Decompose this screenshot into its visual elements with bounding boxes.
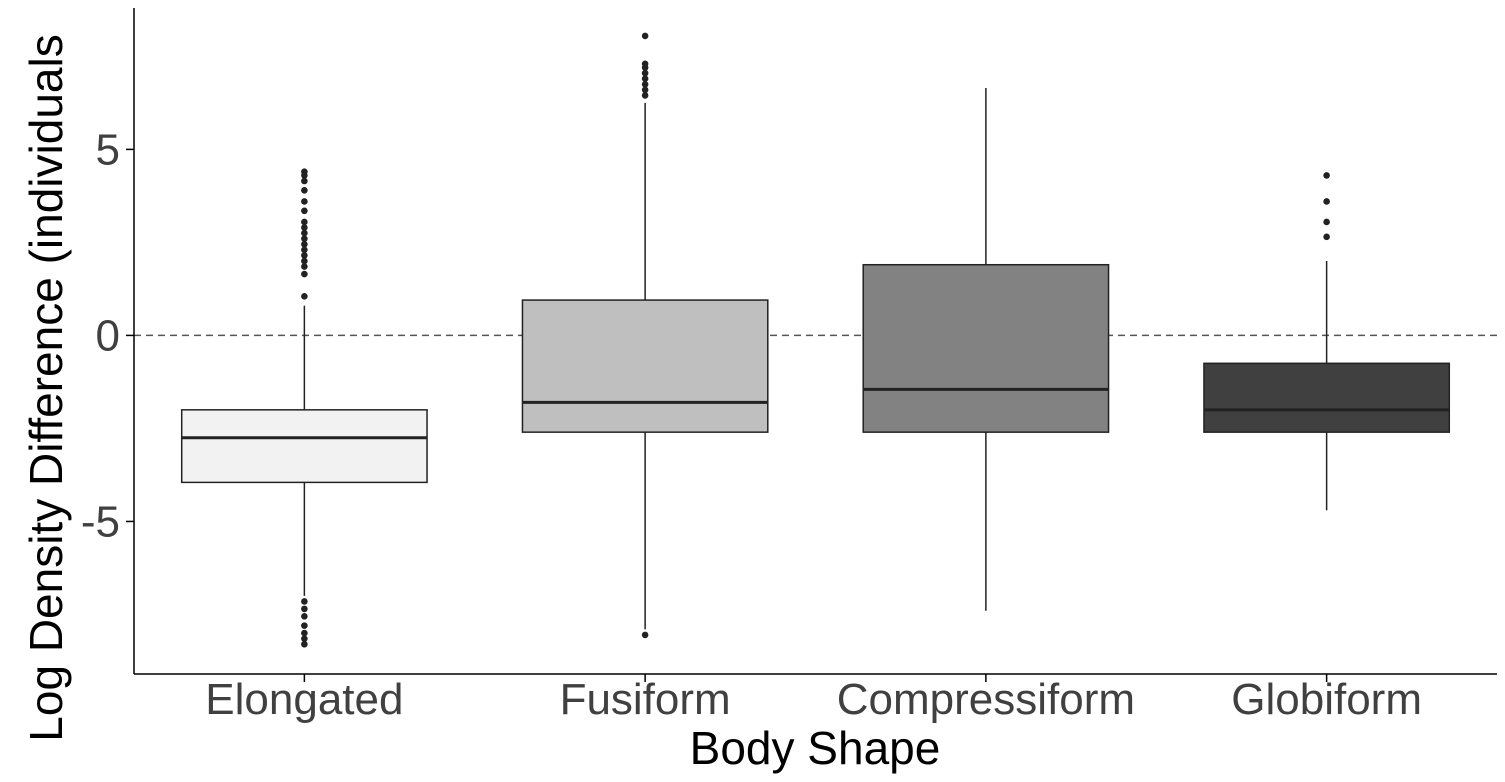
outlier-point	[301, 252, 308, 259]
outlier-point	[301, 270, 308, 278]
outlier-point	[1323, 233, 1330, 241]
interquartile-box	[862, 263, 1110, 433]
outlier-point	[301, 207, 308, 215]
y-axis-title: Log Density Difference (individuals	[20, 34, 72, 741]
x-axis-title: Body Shape	[690, 722, 941, 774]
outlier-point	[641, 86, 649, 94]
outlier-point	[301, 168, 308, 176]
outlier-point	[301, 598, 308, 605]
x-tick-label: Globiform	[1231, 675, 1422, 724]
interquartile-box	[1203, 362, 1451, 433]
y-tick-label: 0	[96, 311, 120, 360]
outlier-point	[301, 263, 308, 270]
x-tick-label: Elongated	[205, 675, 403, 724]
outlier-point	[301, 605, 308, 613]
outlier-point	[301, 198, 308, 205]
y-axis-ticks: -5 0 5	[81, 125, 134, 546]
interquartile-box	[521, 299, 769, 433]
outlier-point	[641, 631, 649, 639]
outlier-point	[301, 246, 308, 254]
box-fusiform	[521, 32, 769, 639]
outlier-point	[1323, 198, 1330, 205]
outlier-point	[301, 613, 308, 620]
outlier-point	[301, 177, 308, 185]
outlier-point	[301, 224, 308, 231]
box-globiform	[1203, 172, 1451, 511]
outlier-point	[301, 235, 308, 242]
outlier-point	[301, 622, 308, 629]
outlier-point	[301, 293, 308, 300]
x-tick-label: Compressiform	[837, 675, 1135, 724]
y-tick-label: 5	[96, 125, 120, 174]
outlier-point	[301, 257, 308, 265]
plot-area	[134, 32, 1497, 648]
outlier-point	[641, 69, 649, 77]
outlier-point	[301, 240, 308, 248]
outlier-point	[301, 640, 308, 648]
x-axis-ticks: Elongated Fusiform Compressiform Globiform	[205, 674, 1422, 724]
outlier-point	[301, 229, 308, 237]
box-compressiform	[862, 87, 1110, 611]
box-elongated	[180, 168, 428, 648]
outlier-point	[301, 635, 308, 642]
x-tick-label: Fusiform	[560, 675, 731, 724]
outlier-point	[301, 629, 308, 637]
outlier-point	[1323, 218, 1330, 226]
outlier-point	[641, 75, 649, 82]
outlier-point	[301, 187, 308, 194]
outlier-point	[641, 60, 649, 68]
outlier-point	[301, 218, 308, 226]
outlier-point	[641, 92, 649, 99]
outlier-point	[1323, 172, 1330, 179]
y-tick-label: -5	[81, 497, 120, 546]
outlier-point	[641, 80, 649, 88]
interquartile-box	[180, 409, 428, 484]
outlier-point	[641, 32, 649, 40]
